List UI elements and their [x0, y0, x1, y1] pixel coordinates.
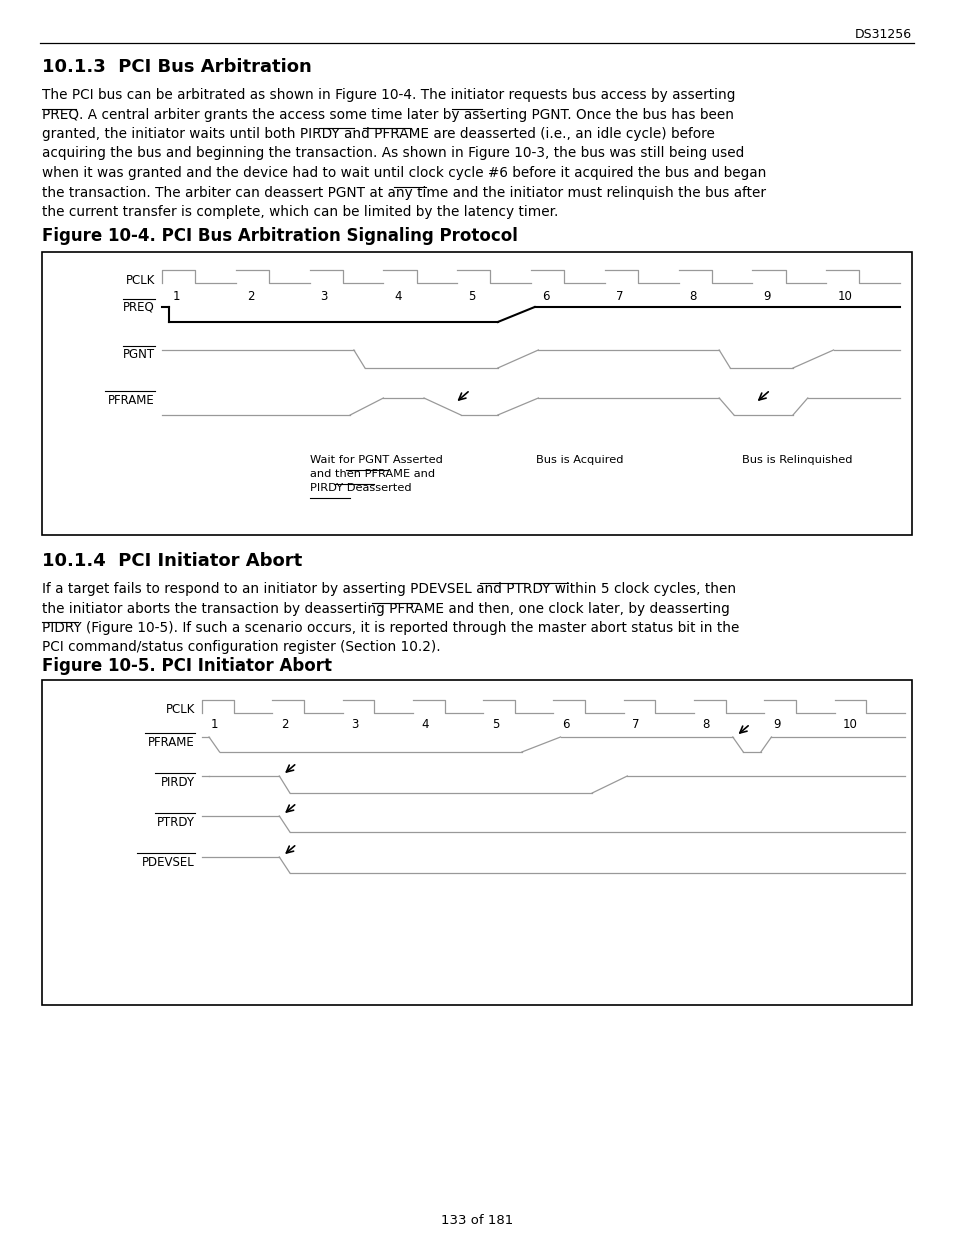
Text: 8: 8 [701, 718, 709, 731]
Text: Bus is Acquired: Bus is Acquired [536, 454, 623, 466]
Text: 5: 5 [468, 290, 476, 303]
Text: 7: 7 [632, 718, 639, 731]
Text: The PCI bus can be arbitrated as shown in Figure 10-4. The initiator requests bu: The PCI bus can be arbitrated as shown i… [42, 88, 735, 103]
Text: 10.1.4  PCI Initiator Abort: 10.1.4 PCI Initiator Abort [42, 552, 302, 571]
Text: PDEVSEL: PDEVSEL [142, 856, 194, 868]
Text: PFRAME: PFRAME [108, 394, 154, 406]
Text: PFRAME: PFRAME [148, 736, 194, 748]
Text: 7: 7 [616, 290, 622, 303]
Text: 133 of 181: 133 of 181 [440, 1214, 513, 1226]
Text: 2: 2 [247, 290, 254, 303]
Text: 9: 9 [772, 718, 780, 731]
Text: PCLK: PCLK [166, 703, 194, 716]
Text: 10: 10 [842, 718, 857, 731]
Text: 9: 9 [762, 290, 770, 303]
Text: 10: 10 [837, 290, 851, 303]
Text: 2: 2 [280, 718, 288, 731]
Text: acquiring the bus and beginning the transaction. As shown in Figure 10-3, the bu: acquiring the bus and beginning the tran… [42, 147, 743, 161]
Text: 3: 3 [320, 290, 328, 303]
Text: PCI command/status configuration register (Section 10.2).: PCI command/status configuration registe… [42, 641, 440, 655]
Text: 8: 8 [689, 290, 697, 303]
Text: Bus is Relinquished: Bus is Relinquished [741, 454, 852, 466]
Text: PGNT: PGNT [123, 348, 154, 362]
Text: the initiator aborts the transaction by deasserting PFRAME and then, one clock l: the initiator aborts the transaction by … [42, 601, 729, 615]
Text: 6: 6 [541, 290, 549, 303]
Text: 10.1.3  PCI Bus Arbitration: 10.1.3 PCI Bus Arbitration [42, 58, 312, 77]
Text: Figure 10-5. PCI Initiator Abort: Figure 10-5. PCI Initiator Abort [42, 657, 332, 676]
Text: PREQ. A central arbiter grants the access some time later by asserting PGNT. Onc: PREQ. A central arbiter grants the acces… [42, 107, 733, 121]
Text: Figure 10-4. PCI Bus Arbitration Signaling Protocol: Figure 10-4. PCI Bus Arbitration Signali… [42, 227, 517, 245]
Text: PIRDY: PIRDY [161, 776, 194, 788]
Text: 4: 4 [421, 718, 429, 731]
Text: the transaction. The arbiter can deassert PGNT at any time and the initiator mus: the transaction. The arbiter can deasser… [42, 185, 765, 200]
Text: the current transfer is complete, which can be limited by the latency timer.: the current transfer is complete, which … [42, 205, 558, 219]
Text: DS31256: DS31256 [854, 28, 911, 41]
Text: 3: 3 [351, 718, 358, 731]
Text: PTRDY: PTRDY [157, 815, 194, 829]
Text: PREQ: PREQ [123, 300, 154, 314]
Text: when it was granted and the device had to wait until clock cycle #6 before it ac: when it was granted and the device had t… [42, 165, 765, 180]
Bar [42, 680, 911, 1005]
Text: and then PFRAME and: and then PFRAME and [310, 469, 435, 479]
Text: 1: 1 [172, 290, 180, 303]
Text: 4: 4 [394, 290, 401, 303]
Text: 6: 6 [561, 718, 569, 731]
Text: 5: 5 [491, 718, 498, 731]
Text: 1: 1 [211, 718, 217, 731]
Bar [42, 252, 911, 535]
Text: PIRDY Deasserted: PIRDY Deasserted [310, 483, 411, 493]
Text: PIDRY (Figure 10-5). If such a scenario occurs, it is reported through the maste: PIDRY (Figure 10-5). If such a scenario … [42, 621, 739, 635]
Text: granted, the initiator waits until both PIRDY and PFRAME are deasserted (i.e., a: granted, the initiator waits until both … [42, 127, 714, 141]
Text: PCLK: PCLK [126, 274, 154, 287]
Text: If a target fails to respond to an initiator by asserting PDEVSEL and PTRDY with: If a target fails to respond to an initi… [42, 582, 736, 597]
Text: Wait for PGNT Asserted: Wait for PGNT Asserted [310, 454, 442, 466]
